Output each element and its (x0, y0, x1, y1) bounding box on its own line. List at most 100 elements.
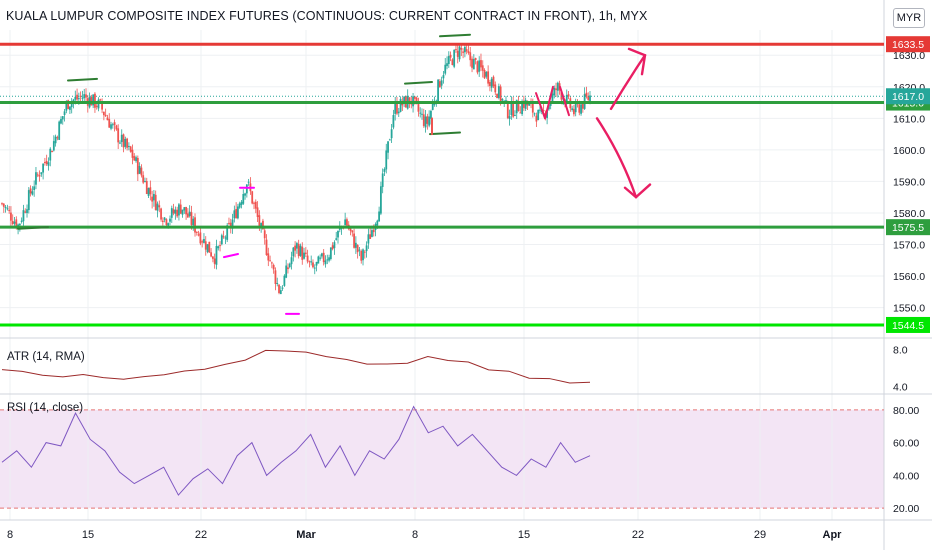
candle-body (186, 213, 189, 218)
price-axis[interactable]: 1550.0 1560.0 1570.0 1580.0 1590.0 1600.0 1610… (886, 36, 930, 515)
candle-body (535, 115, 538, 122)
candle-body (54, 136, 57, 144)
candle-body (220, 235, 223, 245)
candle-body (446, 63, 448, 67)
currency-button[interactable]: MYR (893, 8, 925, 28)
candle-body (224, 237, 227, 239)
candle-body (496, 93, 498, 99)
candle-body (51, 150, 53, 153)
candle-body (262, 220, 264, 230)
candle-body (4, 206, 7, 208)
candle-body (328, 257, 330, 261)
candle-body (108, 119, 111, 128)
candle-body (245, 184, 248, 194)
candle-body (133, 156, 136, 161)
swing-high-marker (404, 81, 433, 85)
candle-body (308, 261, 311, 263)
candle-body (67, 100, 70, 109)
candle-body (465, 49, 468, 52)
candle-body (354, 242, 357, 248)
candle-body (117, 128, 120, 143)
candle-body (549, 102, 552, 106)
candle-body (40, 172, 43, 175)
candle-body (240, 201, 243, 205)
candle-body (256, 207, 259, 217)
level-price-tag (886, 219, 930, 236)
red-zigzag (559, 85, 570, 117)
candle-body (94, 93, 96, 108)
time-tick-label: 8 (412, 529, 418, 541)
atr-label[interactable]: ATR (14, RMA) (7, 351, 85, 363)
candle-body (219, 245, 221, 247)
candle-body (497, 86, 500, 98)
candle-body (92, 94, 95, 106)
candle-body (421, 113, 423, 115)
candle-body (478, 60, 481, 72)
candle-body (65, 102, 68, 111)
rsi-label[interactable]: RSI (14, close) (7, 402, 84, 414)
candle-body (396, 102, 398, 114)
candle-body (571, 108, 574, 110)
candle-body (514, 114, 516, 116)
candle-body (131, 149, 134, 158)
candle-body (585, 92, 588, 97)
candle-body (15, 219, 18, 229)
candle-body (458, 46, 461, 60)
candle-body (140, 167, 143, 176)
candle-body (60, 119, 62, 124)
candle-body (449, 54, 452, 58)
candle-body (487, 71, 490, 84)
candle-body (35, 172, 37, 185)
candle-body (101, 101, 103, 110)
price-pane[interactable] (1, 43, 591, 295)
candle-body (267, 253, 270, 261)
candle-body (231, 219, 234, 229)
candle-body (129, 146, 132, 152)
candle-body (228, 222, 230, 224)
candle-body (573, 108, 575, 115)
candle-body (217, 246, 220, 249)
swing-low-marker (17, 226, 49, 230)
candle-body (204, 241, 207, 250)
candle-body (378, 211, 381, 222)
candle-body (567, 94, 570, 97)
atr-pane (1, 349, 591, 384)
candle-body (310, 261, 313, 263)
candle-body (85, 94, 87, 98)
candle-body (79, 95, 82, 97)
candle-body (317, 256, 320, 264)
candle-body (508, 116, 511, 119)
level-lines (0, 42, 884, 327)
candle-body (126, 138, 129, 148)
candle-body (104, 114, 107, 117)
candle-body (115, 125, 118, 130)
time-tick-label: 29 (754, 529, 766, 541)
candle-body (462, 51, 465, 53)
candle-body (363, 251, 366, 253)
time-axis[interactable]: 8 15 22 Mar 8 15 22 29 Apr (7, 529, 842, 541)
candle-body (362, 249, 364, 261)
candle-body (72, 99, 75, 103)
candle-body (431, 103, 434, 110)
swing-low-marker (429, 131, 461, 136)
candle-body (469, 52, 472, 61)
price-tick-label: 1610.0 (893, 113, 925, 125)
candle-body (215, 245, 218, 265)
candle-body (426, 116, 429, 124)
candle-body (33, 186, 36, 191)
candle-body (517, 101, 520, 112)
candle-body (580, 104, 582, 114)
candle-body (542, 110, 545, 112)
level-price-tag (886, 316, 930, 333)
candle-body (397, 111, 400, 114)
candle-body (556, 82, 559, 91)
candle-body (160, 208, 162, 220)
candle-body (455, 49, 457, 51)
candle-body (179, 204, 182, 214)
candle-body (394, 103, 397, 114)
candle-body (551, 93, 554, 103)
candle-body (211, 256, 214, 259)
red-zigzag (535, 92, 546, 120)
candle-body (437, 79, 439, 102)
